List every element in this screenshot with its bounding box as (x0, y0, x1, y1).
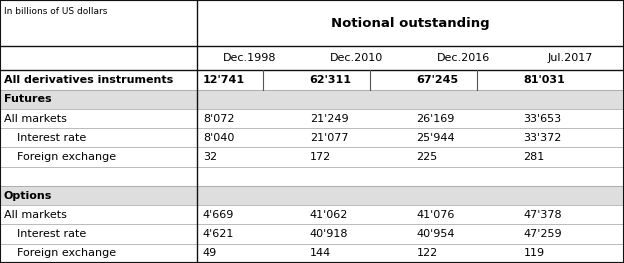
Text: 33'372: 33'372 (524, 133, 562, 143)
Text: 119: 119 (524, 248, 545, 258)
Text: Notional outstanding: Notional outstanding (331, 17, 490, 29)
Text: All markets: All markets (4, 114, 67, 124)
Bar (0, 90, 624, 109)
Text: 40'954: 40'954 (417, 229, 455, 239)
Text: 21'077: 21'077 (310, 133, 348, 143)
Text: 12'741: 12'741 (203, 75, 245, 85)
Text: 32: 32 (203, 152, 217, 162)
Text: Interest rate: Interest rate (17, 133, 87, 143)
Bar (0, 244, 624, 263)
Text: All derivatives instruments: All derivatives instruments (4, 75, 173, 85)
Text: Futures: Futures (4, 94, 51, 104)
Text: 47'378: 47'378 (524, 210, 562, 220)
Text: 26'169: 26'169 (417, 114, 455, 124)
Text: 4'621: 4'621 (203, 229, 234, 239)
Text: 47'259: 47'259 (524, 229, 562, 239)
Text: 67'245: 67'245 (417, 75, 459, 85)
Text: 225: 225 (417, 152, 438, 162)
Text: Dec.2016: Dec.2016 (437, 53, 490, 63)
Text: Dec.2010: Dec.2010 (330, 53, 384, 63)
Text: Foreign exchange: Foreign exchange (17, 248, 117, 258)
Text: 41'076: 41'076 (417, 210, 455, 220)
Bar (0, 205, 624, 225)
Bar (0, 225, 624, 244)
Bar (0, 0, 624, 46)
Text: Jul.2017: Jul.2017 (548, 53, 593, 63)
Text: 40'918: 40'918 (310, 229, 348, 239)
Text: 25'944: 25'944 (417, 133, 455, 143)
Bar (0, 186, 624, 205)
Text: Dec.1998: Dec.1998 (223, 53, 276, 63)
Bar (0, 46, 624, 70)
Bar (0, 148, 624, 167)
Text: 8'040: 8'040 (203, 133, 234, 143)
Text: 122: 122 (417, 248, 438, 258)
Text: 144: 144 (310, 248, 331, 258)
Bar (0, 167, 624, 186)
Text: In billions of US dollars: In billions of US dollars (4, 7, 107, 16)
Text: 172: 172 (310, 152, 331, 162)
Bar (0, 109, 624, 128)
Text: All markets: All markets (4, 210, 67, 220)
Text: 281: 281 (524, 152, 545, 162)
Text: Foreign exchange: Foreign exchange (17, 152, 117, 162)
Text: 33'653: 33'653 (524, 114, 562, 124)
Text: 81'031: 81'031 (524, 75, 565, 85)
Text: 4'669: 4'669 (203, 210, 234, 220)
Text: 62'311: 62'311 (310, 75, 352, 85)
Text: 8'072: 8'072 (203, 114, 234, 124)
Bar (0, 70, 624, 90)
Text: 49: 49 (203, 248, 217, 258)
Text: 41'062: 41'062 (310, 210, 348, 220)
Bar (0, 128, 624, 148)
Text: 21'249: 21'249 (310, 114, 348, 124)
Text: Options: Options (4, 191, 52, 201)
Text: Interest rate: Interest rate (17, 229, 87, 239)
